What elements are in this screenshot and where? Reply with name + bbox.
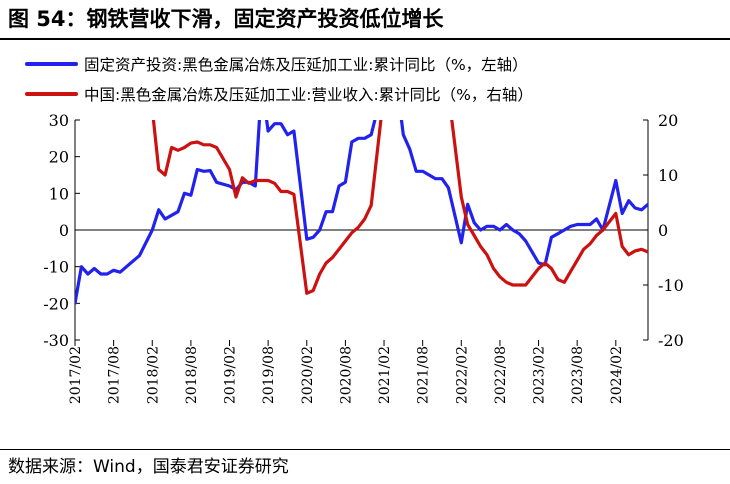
right-tick-label: 10 (658, 166, 678, 185)
right-tick-label: -20 (658, 331, 684, 350)
left-tick-label: -10 (43, 258, 69, 277)
left-tick-label: 0 (59, 221, 69, 240)
chart-legend: 固定资产投资:黑色金属冶炼及压延加工业:累计同比（%，左轴） 中国:黑色金属冶炼… (0, 48, 730, 112)
x-tick-label: 2021/02 (377, 346, 393, 404)
legend-item-fai: 固定资产投资:黑色金属冶炼及压延加工业:累计同比（%，左轴） (25, 50, 528, 78)
x-tick-label: 2022/08 (493, 346, 509, 404)
x-tick-label: 2019/02 (223, 346, 239, 404)
series-line-revenue (151, 120, 648, 295)
left-tick-label: 20 (49, 148, 69, 167)
legend-item-revenue: 中国:黑色金属冶炼及压延加工业:营业收入:累计同比（%，右轴） (25, 80, 533, 108)
x-tick-label: 2020/08 (338, 346, 354, 404)
source-note: 数据来源：Wind，国泰君安证券研究 (8, 457, 289, 477)
legend-swatch-red (25, 92, 78, 96)
x-tick-label: 2024/02 (609, 346, 625, 404)
x-tick-label: 2019/08 (261, 346, 277, 404)
right-tick-label: 0 (658, 221, 668, 240)
title-rule (0, 38, 730, 40)
x-tick-label: 2020/02 (300, 346, 316, 404)
x-tick-label: 2022/02 (454, 346, 470, 404)
source-rule (0, 449, 730, 450)
right-tick-label: 20 (658, 111, 678, 130)
x-tick-label: 2023/08 (570, 346, 586, 404)
x-tick-label: 2018/02 (145, 346, 161, 404)
figure-title: 图 54：钢铁营收下滑，固定资产投资低位增长 (8, 7, 444, 31)
series-layer (75, 120, 648, 305)
right-tick-label: -10 (658, 276, 684, 295)
legend-label-revenue: 中国:黑色金属冶炼及压延加工业:营业收入:累计同比（%，右轴） (84, 86, 533, 104)
legend-label-fai: 固定资产投资:黑色金属冶炼及压延加工业:累计同比（%，左轴） (84, 56, 528, 74)
x-tick-label: 2023/02 (532, 346, 548, 404)
left-tick-label: 30 (49, 111, 69, 130)
left-tick-label: -20 (43, 294, 69, 313)
x-tick-label: 2017/08 (107, 346, 123, 404)
left-tick-label: 10 (49, 184, 69, 203)
x-tick-label: 2017/02 (68, 346, 84, 404)
legend-swatch-blue (25, 62, 78, 66)
chart-axes: -30 -20 -10 0 10 20 30 -20 -10 0 10 20 2017/02 2017/0… (43, 111, 684, 404)
x-tick-label: 2018/08 (184, 346, 200, 404)
series-line-fai (75, 120, 648, 305)
x-tick-label: 2021/08 (416, 346, 432, 404)
line-chart: -30 -20 -10 0 10 20 30 -20 -10 0 10 20 2017/02 2017/0… (43, 111, 684, 404)
left-tick-label: -30 (43, 331, 69, 350)
